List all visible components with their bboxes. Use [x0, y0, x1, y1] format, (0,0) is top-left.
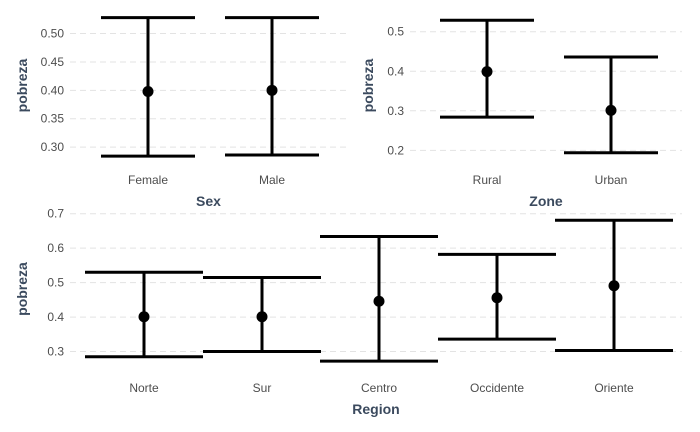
- region-ytick-label: 0.3: [47, 345, 64, 359]
- sex-ytick-label: 0.40: [41, 83, 65, 97]
- region-ytick-label: 0.4: [47, 310, 64, 324]
- region-category-label: Occidente: [470, 381, 524, 395]
- region-ytick-label: 0.6: [47, 241, 64, 255]
- region-category-label: Oriente: [594, 381, 634, 395]
- sex-ytick-label: 0.50: [41, 27, 65, 41]
- zone-category-label: Rural: [473, 173, 502, 187]
- zone-category-label: Urban: [595, 173, 628, 187]
- sex-category-label: Female: [128, 173, 168, 187]
- zone-ytick-label: 0.2: [387, 143, 404, 157]
- sex-y-axis-title: pobreza: [14, 58, 30, 112]
- region-category-label: Sur: [253, 381, 272, 395]
- zone-y-axis-title: pobreza: [360, 58, 376, 112]
- zone-point-urban: [605, 104, 617, 116]
- zone-ytick-label: 0.4: [387, 64, 404, 78]
- region-ytick-label: 0.7: [47, 207, 64, 221]
- zone-ytick-label: 0.5: [387, 25, 404, 39]
- sex-point-male: [266, 84, 278, 96]
- region-point-oriente: [608, 280, 620, 292]
- sex-x-axis-title: Sex: [196, 193, 221, 209]
- region-point-sur: [256, 311, 268, 323]
- region-y-axis-title: pobreza: [14, 262, 30, 316]
- region-category-label: Norte: [129, 381, 159, 395]
- sex-ytick-label: 0.35: [41, 112, 65, 126]
- region-ytick-label: 0.5: [47, 276, 64, 290]
- sex-ytick-label: 0.30: [41, 140, 65, 154]
- zone-x-axis-title: Zone: [529, 193, 563, 209]
- region-point-centro: [373, 295, 385, 307]
- sex-category-label: Male: [259, 173, 285, 187]
- sex-ytick-label: 0.45: [41, 55, 65, 69]
- region-point-occidente: [491, 292, 503, 304]
- region-x-axis-title: Region: [352, 401, 399, 417]
- region-point-norte: [138, 311, 150, 323]
- sex-point-female: [142, 85, 154, 97]
- zone-point-rural: [481, 66, 493, 78]
- zone-ytick-label: 0.3: [387, 104, 404, 118]
- region-category-label: Centro: [361, 381, 397, 395]
